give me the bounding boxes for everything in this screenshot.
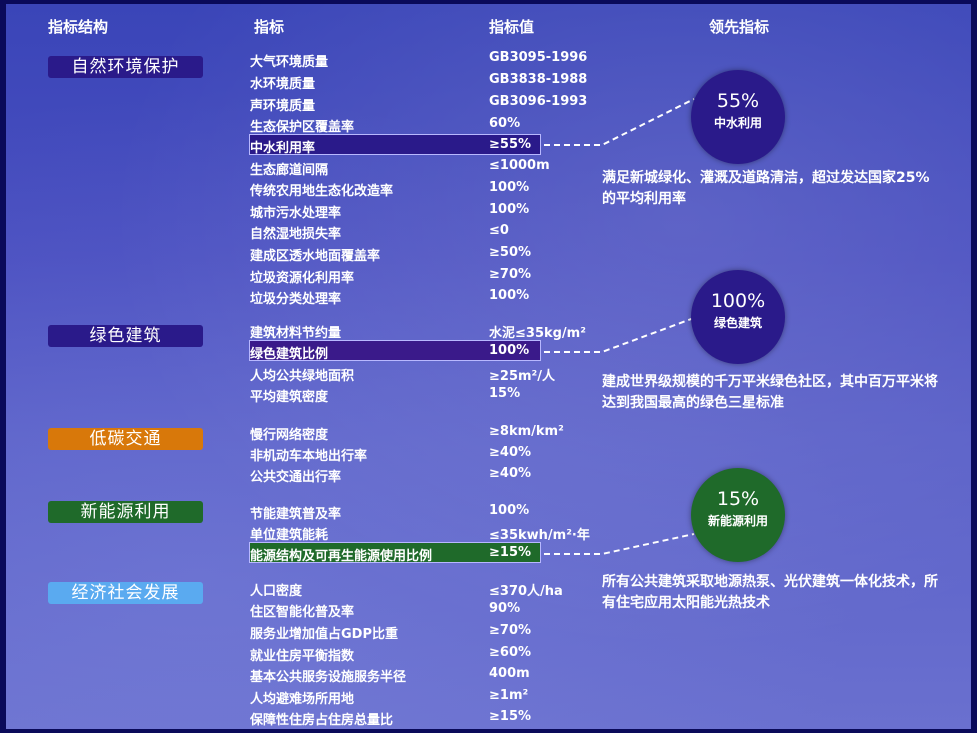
indicator-label: 单位建筑能耗 (250, 528, 329, 543)
indicator-value: 100% (489, 503, 530, 518)
indicator-value: ≥70% (489, 267, 532, 282)
indicator-label: 城市污水处理率 (250, 206, 342, 221)
highlight-renewable-energy (249, 542, 541, 563)
indicator-label: 中水利用率 (250, 141, 316, 156)
indicator-value: 100% (489, 202, 530, 217)
indicator-label: 平均建筑密度 (250, 390, 329, 405)
indicator-value: ≥15% (489, 545, 532, 560)
indicator-value: ≥50% (489, 245, 532, 260)
header-structure: 指标结构 (48, 18, 109, 36)
indicator-value: 100% (489, 180, 530, 195)
indicator-label: 公共交通出行率 (250, 470, 342, 485)
indicator-value: 100% (489, 343, 530, 358)
leading-percent: 100% (710, 290, 766, 312)
leading-circle-reclaimed-water: 55% 中水利用 (691, 70, 785, 164)
indicator-label: 人口密度 (250, 584, 303, 599)
indicator-label: 生态廊道间隔 (250, 163, 329, 178)
indicator-value: ≥8km/km² (489, 424, 564, 439)
indicator-value: ≥70% (489, 623, 532, 638)
highlight-green-building (249, 340, 541, 361)
indicator-value: ≥1m² (489, 688, 529, 703)
indicator-label: 人均公共绿地面积 (250, 369, 355, 384)
leading-description: 满足新城绿化、灌溉及道路清洁，超过发达国家25%的平均利用率 (602, 170, 930, 207)
highlight-reclaimed-water (249, 134, 541, 155)
indicator-value: ≤1000m (489, 158, 550, 173)
indicator-label: 建筑材料节约量 (250, 326, 342, 341)
indicator-label: 大气环境质量 (250, 55, 329, 70)
indicator-value: 400m (489, 666, 530, 681)
indicator-label: 垃圾资源化利用率 (250, 271, 355, 286)
indicator-value: ≥25m²/人 (489, 369, 555, 384)
header-value: 指标值 (489, 18, 535, 36)
category-economic-social: 经济社会发展 (48, 582, 203, 604)
indicator-label: 慢行网络密度 (250, 428, 329, 443)
indicator-value: 水泥≤35kg/m² (489, 326, 586, 341)
indicator-label: 基本公共服务设施服务半径 (250, 670, 407, 685)
connector-reclaimed-water (544, 98, 695, 146)
indicator-label: 垃圾分类处理率 (250, 292, 342, 307)
indicator-value: ≥55% (489, 137, 532, 152)
indicator-label: 保障性住房占住房总量比 (250, 713, 394, 728)
indicator-label: 服务业增加值占GDP比重 (250, 627, 398, 642)
connector-renewable-energy (544, 533, 695, 555)
indicator-label: 非机动车本地出行率 (250, 449, 368, 464)
indicator-value: GB3096-1993 (489, 94, 588, 109)
indicator-label: 就业住房平衡指数 (250, 649, 355, 664)
leading-circle-new-energy: 15% 新能源利用 (691, 468, 785, 562)
leading-label: 中水利用 (713, 116, 762, 130)
indicator-label: 水环境质量 (250, 77, 316, 92)
indicator-label: 生态保护区覆盖率 (250, 120, 355, 135)
indicator-label: 住区智能化普及率 (250, 605, 355, 620)
connector-green-building (544, 317, 695, 353)
slide: 指标结构 指标 指标值 领先指标 自然环境保护 绿色建筑 低碳交通 新能源利用 … (6, 4, 971, 729)
indicator-label: 节能建筑普及率 (250, 507, 342, 522)
indicator-label: 传统农用地生态化改造率 (250, 184, 394, 199)
indicator-label: 绿色建筑比例 (250, 347, 329, 362)
indicator-value: ≥40% (489, 445, 532, 460)
indicator-label: 建成区透水地面覆盖率 (250, 249, 381, 264)
header-leading: 领先指标 (709, 18, 770, 36)
leading-circle-green-building: 100% 绿色建筑 (691, 270, 785, 364)
indicator-value: ≥60% (489, 645, 532, 660)
leading-description: 所有公共建筑采取地源热泵、光伏建筑一体化技术，所有住宅应用太阳能光热技术 (602, 574, 938, 611)
indicator-value: GB3095-1996 (489, 50, 588, 65)
category-low-carbon-transport: 低碳交通 (48, 428, 203, 450)
leading-description: 建成世界级规模的千万平米绿色社区，其中百万平米将达到我国最高的绿色三星标准 (602, 374, 938, 411)
indicator-label: 能源结构及可再生能源使用比例 (250, 549, 433, 564)
indicator-value: 100% (489, 288, 530, 303)
indicator-label: 人均避难场所用地 (250, 692, 355, 707)
category-natural-environment: 自然环境保护 (48, 56, 203, 78)
indicator-value: ≤35kwh/m²·年 (489, 528, 590, 543)
category-green-building: 绿色建筑 (48, 325, 203, 347)
indicator-value: 15% (489, 386, 521, 401)
indicator-label: 声环境质量 (250, 99, 316, 114)
indicator-value: 60% (489, 116, 521, 131)
indicator-value: ≥40% (489, 466, 532, 481)
indicator-value: ≥15% (489, 709, 532, 724)
leading-label: 绿色建筑 (713, 316, 762, 330)
header-indicator: 指标 (254, 18, 285, 36)
category-new-energy: 新能源利用 (48, 501, 203, 523)
indicator-label: 自然湿地损失率 (250, 227, 342, 242)
indicator-value: ≤370人/ha (489, 584, 563, 599)
leading-percent: 15% (716, 488, 760, 510)
indicator-value: 90% (489, 601, 521, 616)
leading-label: 新能源利用 (707, 514, 768, 528)
leading-percent: 55% (716, 90, 760, 112)
indicator-value: GB3838-1988 (489, 72, 588, 87)
indicator-value: ≤0 (489, 223, 509, 238)
